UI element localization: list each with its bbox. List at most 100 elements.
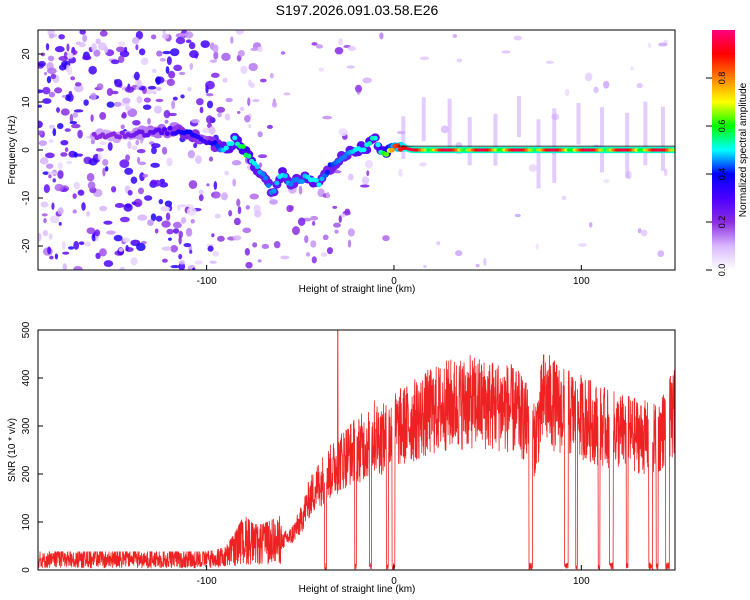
snr-series-line [38,330,675,570]
snr-y-tick-label: 100 [21,513,32,530]
spectrogram-y-label: Frequency (Hz) [7,116,18,185]
spectrogram-noise-cell [156,86,162,91]
spectrogram-noise-cell [39,157,49,165]
carrier-core [167,125,173,131]
spectrogram-noise-cell [333,222,341,228]
carrier-core [223,145,229,151]
snr-y-tick-label: 500 [21,321,32,338]
spectrogram-noise-cell [222,77,228,83]
spectrogram-noise-cell [117,55,125,63]
spectrogram-noise-cell [48,174,52,179]
spectrogram-noise-cell [247,97,251,107]
spectrogram-noise-cell [211,233,215,238]
spectrogram-noise-cell [103,220,113,225]
spectrogram-noise-cell [140,57,149,66]
spectrogram-noise-cell [206,183,210,187]
spectrogram-noise-cell [235,30,245,35]
carrier-core [313,177,319,183]
spectrogram-noise-cell [228,210,233,217]
spectrogram-noise-cell [102,167,106,177]
spectrogram-noise-cell [584,72,593,82]
spectrogram-noise-cell [172,96,178,101]
spectrogram-noise-cell [147,117,151,125]
spectrogram-noise-cell [125,154,130,162]
spectrogram-noise-cell [85,210,91,217]
spectrogram-noise-cell [165,212,171,221]
carrier-core [367,141,373,146]
spectrogram-noise-cell [196,98,204,106]
spectrogram-noise-cell [71,123,81,129]
spectrogram-noise-cell [38,120,43,129]
spectrogram-smear [660,106,665,171]
spectrogram-noise-cell [245,205,250,210]
spectrogram-noise-cell [155,76,161,85]
spectrogram-noise-cell [95,252,101,260]
spectrogram-noise-cell [244,114,251,123]
spectrogram-noise-cell [125,105,132,111]
spectrogram-noise-cell [292,226,300,236]
spectrogram-noise-cell [150,162,160,168]
spectrogram-noise-cell [47,67,57,75]
spectrogram-noise-cell [310,215,319,221]
spectrogram-noise-cell [249,82,255,89]
spectrogram-noise-cell [178,230,184,238]
figure-title: S197.2026.091.03.58.E26 [276,2,439,18]
spectrogram-noise-cell [43,218,47,224]
spectrogram-noise-cell [73,240,80,250]
spectrogram-noise-cell [110,186,117,193]
spectrogram-noise-cell [318,67,325,72]
spectrogram-noise-cell [185,39,192,44]
spectrogram-carrier-track [89,123,675,197]
spectrogram-noise-cell [58,34,65,40]
spectrogram-smear [421,97,426,142]
spectrogram-noise-cell [84,241,91,247]
spectrogram-noise-cell [49,124,56,129]
spectrogram-noise-cell [159,58,166,62]
carrier-core [383,152,390,157]
spectrogram-noise-cell [69,121,78,125]
spectrogram-noise-cell [440,125,449,134]
spectrogram-x-label: Height of straight line (km) [299,284,416,295]
spectrogram-noise-cell [189,249,193,254]
spectrogram-noise-cell [147,85,157,90]
spectrogram-noise-cell [72,111,79,118]
spectrogram-noise-cell [271,101,278,108]
spectrogram-noise-cell [151,34,157,40]
spectrogram-noise-cell [150,213,157,222]
spectrogram-noise-cell [42,86,51,95]
carrier-core [316,182,322,188]
spectrogram-noise-cell [123,203,133,212]
spectrogram-noise-cell [38,60,46,67]
spectrogram-noise-cell [212,44,219,53]
spectrogram-noise-cell [178,253,183,260]
spectrogram-noise-cell [138,48,146,56]
carrier-core [263,175,269,181]
spectrogram-noise-cell [143,97,151,103]
spectrogram-noise-cell [130,257,138,266]
spectrogram-noise-cell [43,184,50,194]
spectrogram-smear [401,116,406,159]
spectrogram-noise-cell [205,115,214,124]
spectrogram-noise-cell [50,73,57,80]
spectrogram-noise-cell [91,42,97,52]
spectrogram-noise-cell [127,189,133,196]
spectrogram-noise-cell [205,80,215,90]
spectrogram-noise-cell [104,46,109,54]
carrier-core [246,153,252,159]
spectrogram-noise-cell [252,242,258,248]
spectrogram-smear [447,98,452,148]
spectrogram-noise-cell [172,221,183,229]
spectrogram-noise-cell [135,30,144,40]
spectrogram-noise-cell [187,86,192,92]
spectrogram-noise-cell [636,82,643,89]
spectrogram-x-tick-label: -100 [197,276,217,287]
spectrogram-noise-cell [199,106,204,114]
spectrogram-noise-cell [82,55,92,61]
spectrogram-noise-cell [360,184,370,188]
spectrogram-noise-cell [603,179,610,184]
spectrogram-noise-cell [97,152,102,161]
spectrogram-noise-cell [131,201,137,205]
spectrogram-noise-cell [188,42,196,50]
spectrogram-smear [576,102,581,145]
